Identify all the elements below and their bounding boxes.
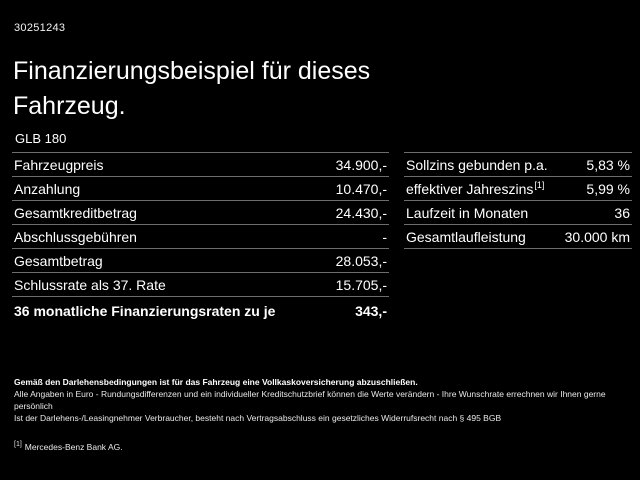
row-value: 36: [614, 204, 630, 221]
table-row: Gesamtbetrag 28.053,-: [12, 249, 389, 273]
row-value: 10.470,-: [335, 180, 387, 197]
row-value: 34.900,-: [335, 156, 387, 173]
row-label: 36 monatliche Finanzierungsraten zu je: [14, 302, 276, 319]
footnote-marker: [1]: [534, 179, 545, 190]
page-title: Finanzierungsbeispiel für dieses Fahrzeu…: [13, 57, 371, 120]
row-label: effektiver Jahreszins[1]: [406, 179, 545, 197]
finance-table: Fahrzeugpreis 34.900,- Anzahlung 10.470,…: [12, 152, 389, 324]
row-label: Schlussrate als 37. Rate: [14, 276, 166, 293]
table-row: Fahrzeugpreis 34.900,-: [12, 153, 389, 177]
table-row: effektiver Jahreszins[1] 5,99 %: [404, 177, 632, 201]
table-row: Sollzins gebunden p.a. 5,83 %: [404, 153, 632, 177]
row-value: 24.430,-: [335, 204, 387, 221]
footnote-disclaimer: Alle Angaben in Euro - Rundungsdifferenz…: [14, 389, 606, 411]
tables-area: Fahrzeugpreis 34.900,- Anzahlung 10.470,…: [12, 152, 632, 324]
footnotes: Gemäß den Darlehensbedingungen ist für d…: [14, 376, 630, 453]
table-row: Gesamtkreditbetrag 24.430,-: [12, 201, 389, 225]
row-value: 5,83 %: [586, 156, 630, 173]
footnote-insurance: Gemäß den Darlehensbedingungen ist für d…: [14, 377, 418, 387]
row-label: Abschlussgebühren: [14, 228, 137, 245]
row-label: Gesamtbetrag: [14, 252, 103, 269]
row-label: Laufzeit in Monaten: [406, 204, 529, 221]
row-value: 15.705,-: [335, 276, 387, 293]
conditions-table: Sollzins gebunden p.a. 5,83 % effektiver…: [404, 152, 632, 249]
row-value: 28.053,-: [335, 252, 387, 269]
row-value: 30.000 km: [564, 228, 630, 245]
footnote-ref-marker: [1]: [14, 441, 22, 448]
document-id: 30251243: [14, 22, 66, 34]
row-label: Gesamtlaufleistung: [406, 228, 526, 245]
row-label: Gesamtkreditbetrag: [14, 204, 137, 221]
footnote-withdrawal: Ist der Darlehens-/Leasingnehmer Verbrau…: [14, 413, 502, 423]
table-row: Gesamtlaufleistung 30.000 km: [404, 225, 632, 249]
table-row: Abschlussgebühren -: [12, 225, 389, 249]
table-row: Anzahlung 10.470,-: [12, 177, 389, 201]
footnote-ref-text: Mercedes-Benz Bank AG.: [24, 441, 123, 452]
row-label: Fahrzeugpreis: [14, 156, 104, 173]
table-row: Schlussrate als 37. Rate 15.705,-: [12, 273, 389, 297]
row-value: 343,-: [355, 302, 387, 319]
row-value: -: [382, 228, 387, 245]
table-row: Laufzeit in Monaten 36: [404, 201, 632, 225]
row-label: Anzahlung: [14, 180, 81, 197]
row-value: 5,99 %: [586, 180, 630, 197]
vehicle-model: GLB 180: [15, 131, 67, 146]
footnote-bank-reference: [1] Mercedes-Benz Bank AG.: [14, 439, 630, 453]
monthly-rate-row: 36 monatliche Finanzierungsraten zu je 3…: [12, 297, 389, 324]
row-label: Sollzins gebunden p.a.: [406, 156, 548, 173]
